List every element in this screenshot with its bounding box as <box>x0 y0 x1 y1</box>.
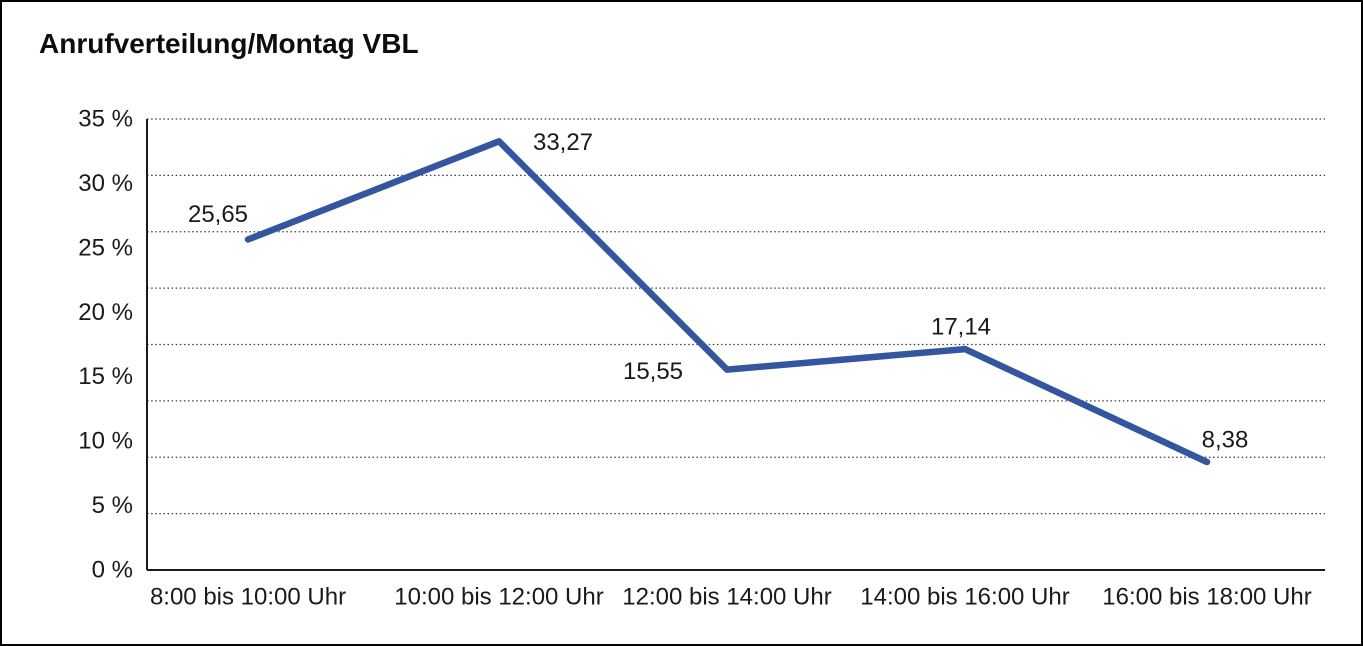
chart-title: Anrufverteilung/Montag VBL <box>39 28 419 59</box>
y-axis-tick-label: 30 % <box>78 170 133 197</box>
x-axis-category-label: 10:00 bis 12:00 Uhr <box>394 584 603 611</box>
y-axis-tick-label: 0 % <box>92 557 133 584</box>
x-axis-category-label: 14:00 bis 16:00 Uhr <box>860 584 1069 611</box>
y-axis-tick-label: 10 % <box>78 428 133 455</box>
y-axis-tick-label: 25 % <box>78 234 133 261</box>
y-axis-tick-label: 35 % <box>78 106 133 133</box>
y-axis-tick-label: 20 % <box>78 299 133 326</box>
data-point-label: 25,65 <box>188 201 248 228</box>
data-point-label: 33,27 <box>533 129 593 156</box>
x-axis-category-label: 8:00 bis 10:00 Uhr <box>150 584 346 611</box>
y-axis-tick-label: 5 % <box>92 492 133 519</box>
series-line <box>244 138 1211 466</box>
data-point-label: 15,55 <box>623 358 683 385</box>
data-point-label: 8,38 <box>1202 427 1249 454</box>
data-point-label: 17,14 <box>931 314 991 341</box>
y-axis-tick-label: 15 % <box>78 363 133 390</box>
x-axis-category-label: 12:00 bis 14:00 Uhr <box>622 584 831 611</box>
x-axis-category-label: 16:00 bis 18:00 Uhr <box>1102 584 1311 611</box>
